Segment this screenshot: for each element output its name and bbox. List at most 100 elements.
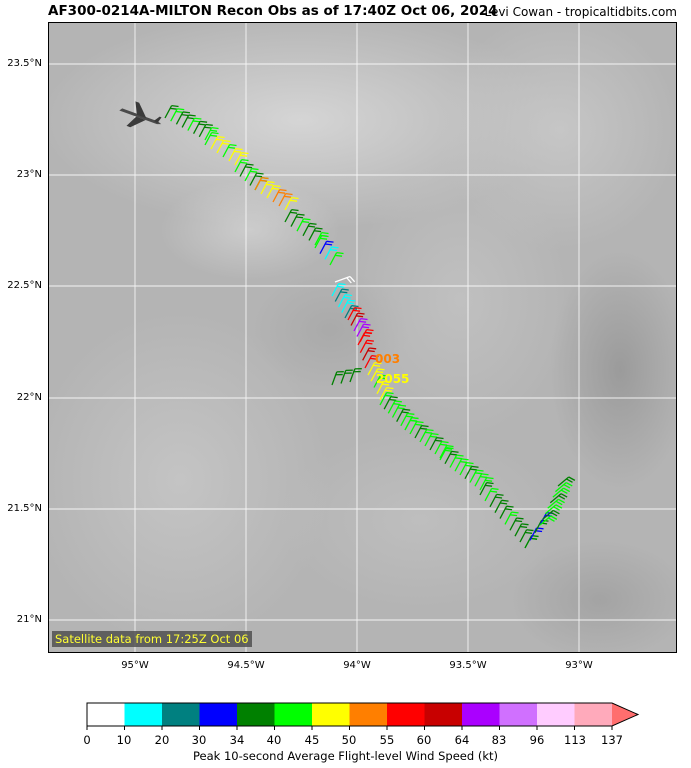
satellite-time-label: Satellite data from 17:25Z Oct 06 (52, 631, 252, 647)
wind-barb (228, 147, 243, 162)
wind-barb (340, 369, 353, 384)
wind-barb (278, 192, 293, 207)
colorbar-tick: 60 (416, 733, 432, 747)
wind-barb (367, 361, 382, 376)
wind-barb (181, 114, 196, 128)
wind-barb (331, 371, 344, 386)
map-gridlines (48, 22, 677, 653)
wind-barb (514, 523, 529, 537)
colorbar-outline (86, 702, 640, 727)
wind-barb (424, 432, 439, 447)
wind-barb (204, 126, 219, 141)
wind-barb (337, 293, 353, 308)
wind-barb (419, 428, 434, 443)
colorbar-swatch (349, 703, 387, 726)
wind-barb (429, 436, 444, 451)
wind-barb (391, 404, 407, 418)
colorbar-tick: 137 (601, 733, 623, 747)
colorbar-swatch (162, 703, 200, 726)
colorbar-tick: 83 (491, 733, 507, 747)
wind-barb (489, 493, 504, 508)
page-title: AF300-0214A-MILTON Recon Obs as of 17:40… (48, 3, 498, 19)
wind-barb (353, 317, 368, 332)
lon-label: 95°W (121, 660, 149, 671)
wind-barb (484, 487, 499, 502)
colorbar-swatch (499, 703, 537, 726)
wind-barb (359, 339, 374, 353)
colorbar (86, 702, 640, 730)
wind-barb (244, 167, 259, 182)
wind-barb (266, 184, 281, 199)
wind-barb (362, 347, 377, 361)
wind-barb (314, 234, 329, 249)
lat-label: 21°N (16, 614, 42, 625)
wind-barb (296, 218, 311, 232)
plane-icon (119, 101, 162, 128)
wind-barb (434, 440, 449, 455)
colorbar-tick: 10 (116, 733, 132, 747)
wind-barb (170, 108, 185, 122)
wind-barb (504, 511, 519, 525)
wind-barb (547, 498, 565, 509)
wind-barb (192, 120, 208, 135)
wind-barb (379, 386, 394, 401)
wind-barb (539, 515, 558, 526)
wind-barb (414, 424, 429, 439)
colorbar-tick: 40 (266, 733, 282, 747)
colorbar-tick: 113 (564, 733, 586, 747)
wind-barb (349, 368, 362, 383)
wind-barb (324, 246, 339, 260)
wind-barb (284, 196, 299, 211)
wind-barb (350, 312, 365, 326)
wind-barb (334, 288, 349, 302)
colorbar-swatch (274, 703, 312, 726)
wind-barb (552, 487, 571, 498)
wind-barb (234, 158, 249, 173)
colorbar-tick: 55 (379, 733, 395, 747)
wind-barb (387, 400, 402, 414)
colorbar-swatch (424, 703, 462, 726)
wind-barb (329, 251, 344, 266)
wind-barb (409, 420, 424, 435)
wind-barb (542, 509, 560, 520)
wind-barb (404, 416, 419, 431)
lon-label: 94°W (343, 660, 371, 671)
wind-barb (334, 275, 356, 284)
wind-barb (216, 139, 231, 154)
wind-barb (439, 446, 454, 461)
wind-barb (509, 517, 524, 531)
lat-label: 23.5°N (7, 58, 42, 69)
colorbar-swatch (387, 703, 425, 726)
colorbar-swatch (537, 703, 575, 726)
wind-barb (479, 481, 494, 496)
colorbar-tick: 30 (191, 733, 207, 747)
lon-label: 93.5°W (449, 660, 487, 671)
wind-barb (557, 476, 576, 487)
credit-text: Levi Cowan - tropicaltidbits.com (484, 5, 677, 19)
wind-barb (164, 104, 179, 119)
wind-barb (364, 354, 379, 369)
colorbar-swatch (574, 703, 612, 726)
colorbar-swatch (87, 703, 125, 726)
wind-barb (260, 180, 275, 195)
obs-label-pressure: 003 (375, 352, 401, 366)
colorbar-tick: 45 (304, 733, 320, 747)
wind-barb (449, 454, 464, 468)
wind-barb (555, 482, 573, 493)
satellite-image (48, 22, 677, 653)
wind-barb (519, 529, 534, 543)
colorbar-swatch (237, 703, 275, 726)
wind-barb (239, 163, 254, 177)
wind-barb (469, 469, 484, 483)
wind-barb (464, 465, 479, 480)
wind-barb (549, 493, 568, 504)
wind-barb (254, 176, 269, 191)
lon-label: 94.5°W (227, 660, 265, 671)
wind-barb (479, 476, 494, 491)
colorbar-swatch (462, 703, 500, 726)
wind-barb (356, 323, 371, 337)
wind-barb (444, 450, 459, 465)
wind-barb (370, 368, 385, 382)
wind-barb (290, 213, 305, 227)
colorbar-tick: 64 (454, 733, 470, 747)
